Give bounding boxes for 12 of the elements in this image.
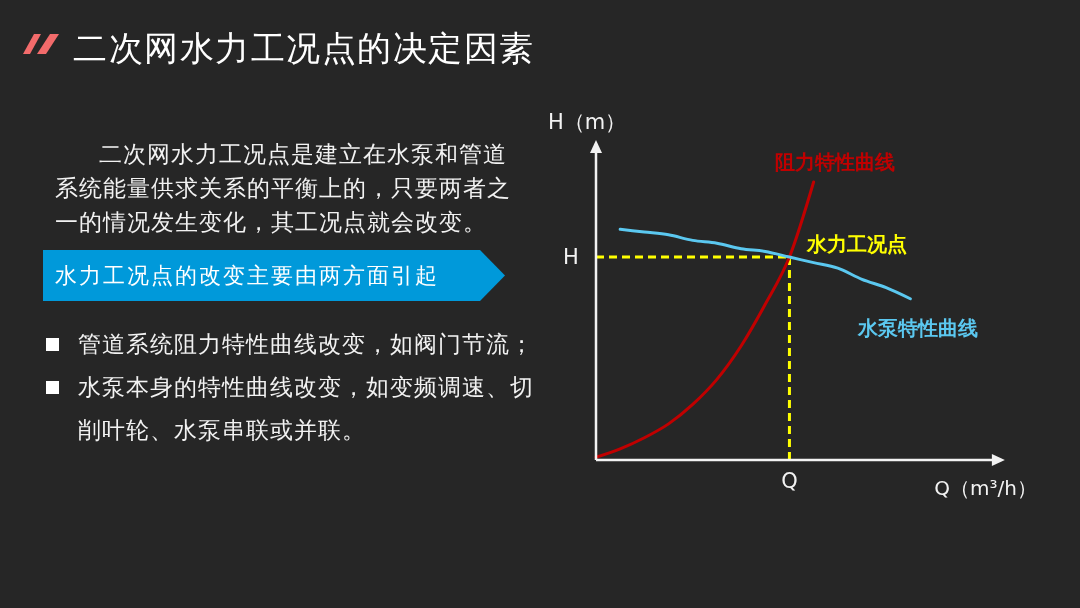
series-label: 阻力特性曲线 [774,150,895,174]
text: 水力工况点的改变主要由两方面引起 [55,262,439,290]
x-axis-title: Q（m³/h） [934,476,1037,500]
text: 二次网水力工况点的决定因素 [73,27,535,69]
text: 水泵本身的特性曲线改变，如变频调速、切削叶轮、水泵串联或并联。 [78,373,535,445]
series-label: 水泵特性曲线 [857,315,979,340]
ref-line-label: H [563,245,579,270]
y-axis-title: H（m） [548,110,627,134]
text: Q [781,469,798,493]
text: 管道系统阻力特性曲线改变，如阀门节流； [78,330,535,359]
text: 二次网水力工况点是建立在水泵和管道系统能量供求关系的平衡上的，只要两者之一的情况发生变化，其工况点就会改变。 [55,140,512,237]
annotation: 水力工况点 [806,232,908,257]
